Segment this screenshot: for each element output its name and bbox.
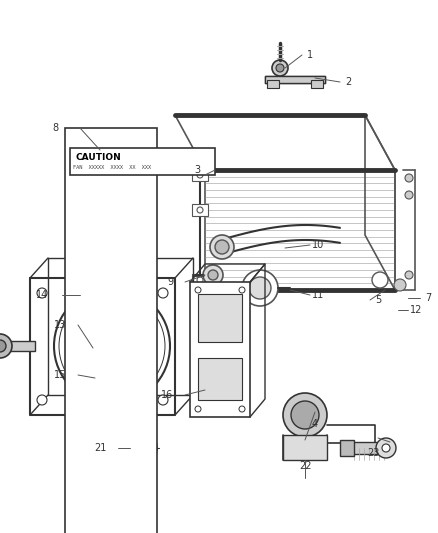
Bar: [192, 274, 208, 286]
Circle shape: [272, 60, 288, 76]
Bar: [192, 204, 208, 216]
Text: 9: 9: [167, 277, 173, 287]
Circle shape: [127, 440, 143, 456]
Text: 21: 21: [94, 443, 106, 453]
Circle shape: [158, 288, 168, 298]
Bar: [5, 341, 35, 351]
Bar: [340, 440, 354, 456]
Circle shape: [394, 279, 406, 291]
Circle shape: [208, 270, 218, 280]
Text: FAN  XXXXX  XXXX  XX  XXX: FAN XXXXX XXXX XX XXX: [73, 165, 151, 170]
Text: 4: 4: [312, 419, 318, 429]
Bar: [198, 294, 242, 342]
Circle shape: [242, 270, 278, 306]
Circle shape: [382, 444, 390, 452]
Bar: [70, 148, 215, 175]
Text: 23: 23: [367, 448, 379, 458]
Circle shape: [197, 207, 203, 213]
Circle shape: [210, 235, 234, 259]
Circle shape: [113, 426, 157, 470]
Circle shape: [405, 191, 413, 199]
Circle shape: [276, 64, 284, 72]
Circle shape: [283, 393, 327, 437]
Text: 16: 16: [161, 390, 173, 400]
Text: 3: 3: [194, 165, 200, 175]
Circle shape: [215, 240, 229, 254]
Text: 15: 15: [54, 370, 66, 380]
Circle shape: [405, 271, 413, 279]
Text: 2: 2: [345, 77, 351, 87]
Text: 13: 13: [54, 320, 66, 330]
Circle shape: [376, 438, 396, 458]
Circle shape: [0, 334, 12, 358]
Circle shape: [291, 401, 319, 429]
Circle shape: [37, 395, 47, 405]
Bar: [190, 282, 250, 417]
Text: 11: 11: [312, 290, 324, 300]
Text: 5: 5: [375, 295, 381, 305]
Circle shape: [37, 288, 47, 298]
Text: CAUTION: CAUTION: [75, 153, 121, 162]
Bar: [192, 169, 208, 181]
Circle shape: [158, 395, 168, 405]
Circle shape: [0, 340, 6, 352]
Circle shape: [195, 287, 201, 293]
Circle shape: [120, 433, 150, 463]
Bar: [283, 435, 327, 460]
Text: 7: 7: [425, 293, 431, 303]
Circle shape: [249, 277, 271, 299]
Circle shape: [195, 406, 201, 412]
Circle shape: [90, 324, 134, 368]
Circle shape: [239, 287, 245, 293]
Circle shape: [239, 406, 245, 412]
Text: 14: 14: [36, 290, 48, 300]
Bar: [265, 76, 325, 83]
Text: 8: 8: [52, 123, 58, 133]
Bar: [198, 358, 242, 400]
Text: 10: 10: [312, 240, 324, 250]
Circle shape: [372, 272, 388, 288]
Bar: [352, 442, 390, 454]
Circle shape: [105, 339, 119, 353]
Text: 1: 1: [307, 50, 313, 60]
Circle shape: [405, 174, 413, 182]
Circle shape: [98, 332, 126, 360]
Text: 12: 12: [410, 305, 422, 315]
Bar: [311, 80, 323, 88]
Circle shape: [203, 265, 223, 285]
Circle shape: [197, 172, 203, 178]
Bar: [65, 128, 157, 533]
Circle shape: [54, 288, 170, 404]
Circle shape: [197, 277, 203, 283]
Bar: [267, 80, 279, 88]
Text: 22: 22: [299, 461, 311, 471]
